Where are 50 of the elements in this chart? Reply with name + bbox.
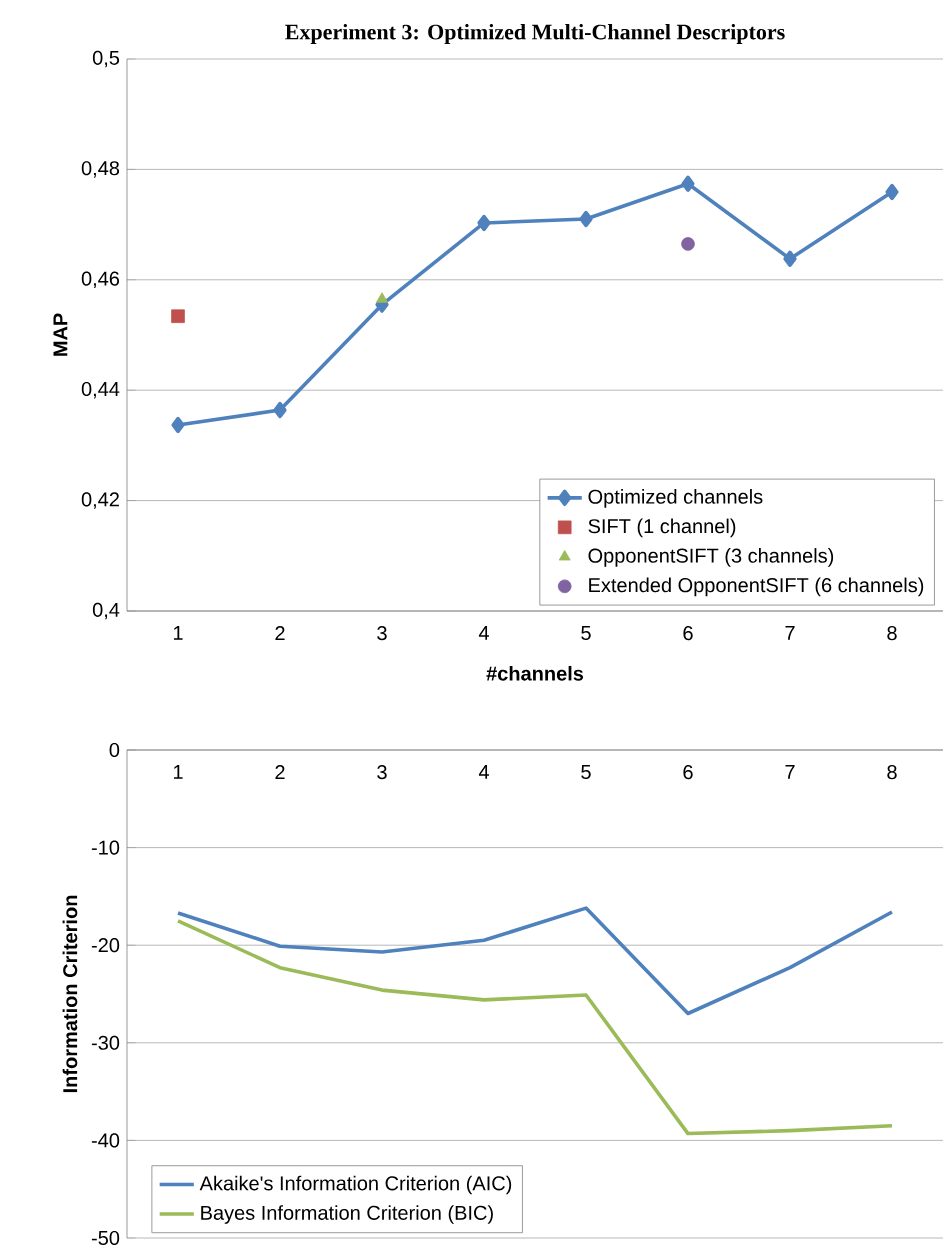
point (681, 237, 695, 251)
x-tick-label: 2 (275, 765, 285, 780)
x-tick-label: 7 (785, 765, 795, 779)
x-tick-label: 5 (581, 626, 591, 640)
x-tick-label: 2 (275, 626, 285, 641)
x-tick-label: 6 (683, 765, 693, 780)
legend-label: Bayes Information Criterion (BIC) (201, 1205, 493, 1224)
line-series (176, 919, 894, 1136)
point (783, 250, 797, 268)
legend-label: OpponentSIFT (3 channels) (588, 548, 834, 567)
point (171, 309, 185, 324)
point (477, 214, 491, 232)
x-tick-label: 4 (478, 626, 489, 640)
x-tick-label: 8 (887, 765, 897, 780)
y-tick-label: 0,46 (81, 271, 120, 289)
point (376, 292, 388, 303)
x-tick-label: 7 (785, 626, 795, 640)
x-tick-label: 3 (377, 626, 387, 641)
y-tick-label: 0,42 (81, 492, 119, 509)
line-series (176, 906, 894, 1016)
y-tick-label: -40 (91, 1133, 120, 1148)
legend-label: Optimized channels (588, 489, 763, 508)
legend-label: Extended OpponentSIFT (6 channels) (589, 577, 924, 597)
x-tick-label: 1 (173, 765, 183, 779)
x-tick-label: 6 (683, 626, 693, 641)
y-tick-label: 0,4 (92, 602, 120, 620)
chart-title: Experiment 3: Optimized Multi-Channel Descriptors (285, 23, 785, 44)
point (885, 183, 899, 201)
y-tick-label: 0 (109, 742, 120, 758)
x-tick-label: 4 (478, 765, 489, 779)
x-tick-label: 3 (377, 765, 387, 780)
y-tick-label: 0,48 (81, 161, 120, 178)
legend-label: Akaike's Information Criterion (AIC) (199, 1175, 512, 1195)
point (579, 210, 593, 228)
y-tick-label: -10 (91, 840, 120, 855)
y-tick-label: -30 (91, 1035, 120, 1050)
y-tick-label: -50 (91, 1230, 120, 1246)
point (273, 401, 287, 419)
y-tick-label: 0,5 (92, 50, 120, 68)
x-tick-label: 8 (887, 626, 897, 641)
point (171, 416, 185, 434)
y-tick-label: -20 (91, 938, 120, 953)
x-tick-label: 5 (581, 765, 591, 780)
y-axis-title: MAP (53, 313, 68, 356)
y-axis-title: Information Criterion (62, 895, 78, 1093)
x-axis-title: #channels (486, 665, 584, 681)
legend-label: SIFT (1 channel) (588, 518, 736, 538)
x-tick-label: 1 (173, 626, 183, 640)
y-tick-label: 0,44 (81, 381, 120, 399)
point (681, 175, 695, 192)
